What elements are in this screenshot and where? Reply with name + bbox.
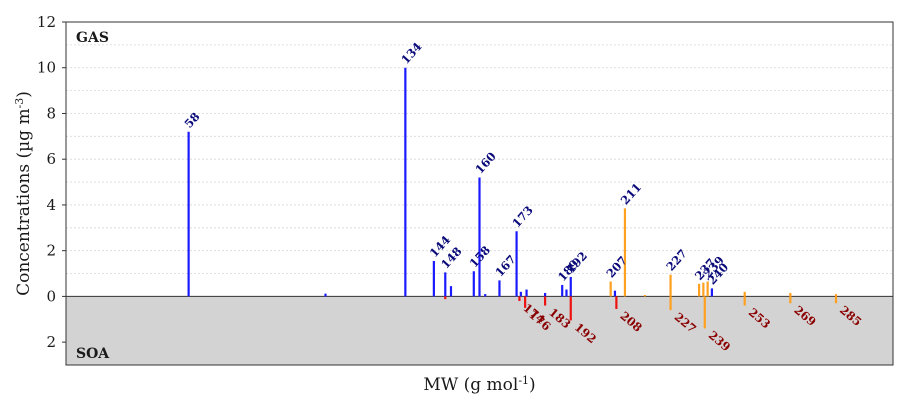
x-axis-title-end: ) [529,375,536,395]
x-axis-title-main: MW (g mol [423,375,518,395]
y-axis-title-end: ) [14,91,34,98]
stems-group [187,67,838,329]
y-tick-label: 10 [37,59,56,77]
soa-panel-background [66,296,893,365]
gas-stem-label: 211 [618,180,644,207]
y-tick-label: 2 [46,242,56,260]
x-axis-title: MW (g mol-1) [423,374,535,395]
y-axis-ticks: 12 10 8 6 4 2 0 2 [37,13,66,351]
y-tick-label: 12 [37,13,56,31]
y-axis-title: Concentrations (µg m-3) [13,91,35,296]
y-axis-title-sup: -3 [13,98,26,109]
y-tick-label: 2 [46,333,56,351]
y-axis-title-main: Concentrations (µg m [14,108,34,295]
gas-stem-label: 134 [398,40,424,67]
gas-stem-label: 58 [181,109,202,130]
soa-panel-label: SOA [76,346,110,362]
y-tick-label: 8 [46,104,56,122]
gas-stem-label: 158 [467,243,493,270]
gas-stem-label: 160 [472,149,498,176]
gas-stem-label: 167 [492,252,518,279]
plot-frame [65,21,894,366]
y-tick-label: 6 [46,150,56,168]
gas-panel-label: GAS [76,30,109,46]
gas-stem-label: 173 [509,203,535,230]
x-axis-title-sup: -1 [518,374,529,387]
y-tick-label: 4 [46,196,56,214]
y-tick-label: 0 [46,287,56,305]
